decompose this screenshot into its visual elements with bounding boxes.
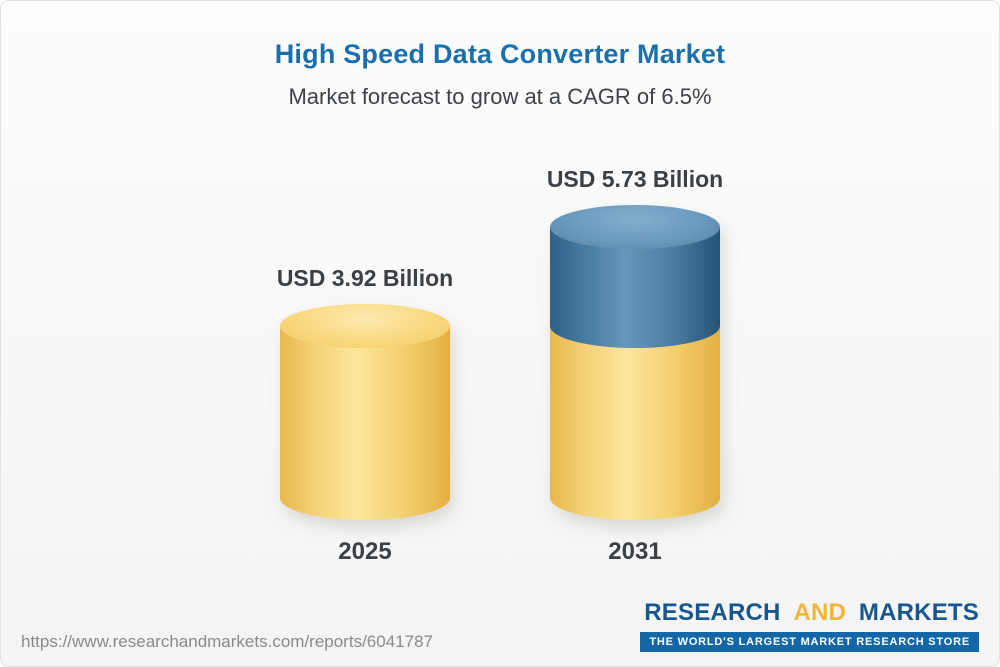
report-url[interactable]: https://www.researchandmarkets.com/repor… bbox=[21, 632, 433, 651]
bar-group-2031: USD 5.73 Billion 2031 bbox=[540, 166, 730, 566]
year-label-2031: 2031 bbox=[608, 538, 662, 565]
logo: RESEARCH AND MARKETS THE WORLD'S LARGEST… bbox=[640, 599, 979, 652]
cylinder-2031 bbox=[550, 205, 720, 520]
value-label-2031: USD 5.73 Billion bbox=[546, 166, 724, 192]
cylinder-body-2025 bbox=[280, 326, 450, 520]
footer: https://www.researchandmarkets.com/repor… bbox=[1, 599, 999, 666]
logo-word-markets: MARKETS bbox=[858, 599, 979, 626]
cylinder-top-2031 bbox=[550, 205, 720, 249]
logo-tagline: THE WORLD'S LARGEST MARKET RESEARCH STOR… bbox=[640, 632, 979, 652]
bar-group-2025: USD 3.92 Billion 2025 bbox=[270, 265, 460, 566]
value-label-2025: USD 3.92 Billion bbox=[276, 265, 454, 291]
chart-title: High Speed Data Converter Market bbox=[274, 39, 726, 69]
logo-word-and: AND bbox=[793, 599, 847, 626]
chart-subtitle: Market forecast to grow at a CAGR of 6.5… bbox=[288, 84, 712, 109]
cylinder-top-2025 bbox=[280, 304, 450, 348]
chart-header: High Speed Data Converter Market Market … bbox=[1, 39, 999, 110]
logo-word-research: RESEARCH bbox=[644, 599, 781, 626]
plot-area: USD 3.92 Billion 2025 USD 5.73 Billion 2… bbox=[1, 146, 999, 566]
base-segment bbox=[550, 326, 720, 520]
year-label-2025: 2025 bbox=[338, 538, 392, 565]
logo-wordmark: RESEARCH AND MARKETS bbox=[640, 599, 979, 627]
cylinder-2025 bbox=[280, 304, 450, 520]
